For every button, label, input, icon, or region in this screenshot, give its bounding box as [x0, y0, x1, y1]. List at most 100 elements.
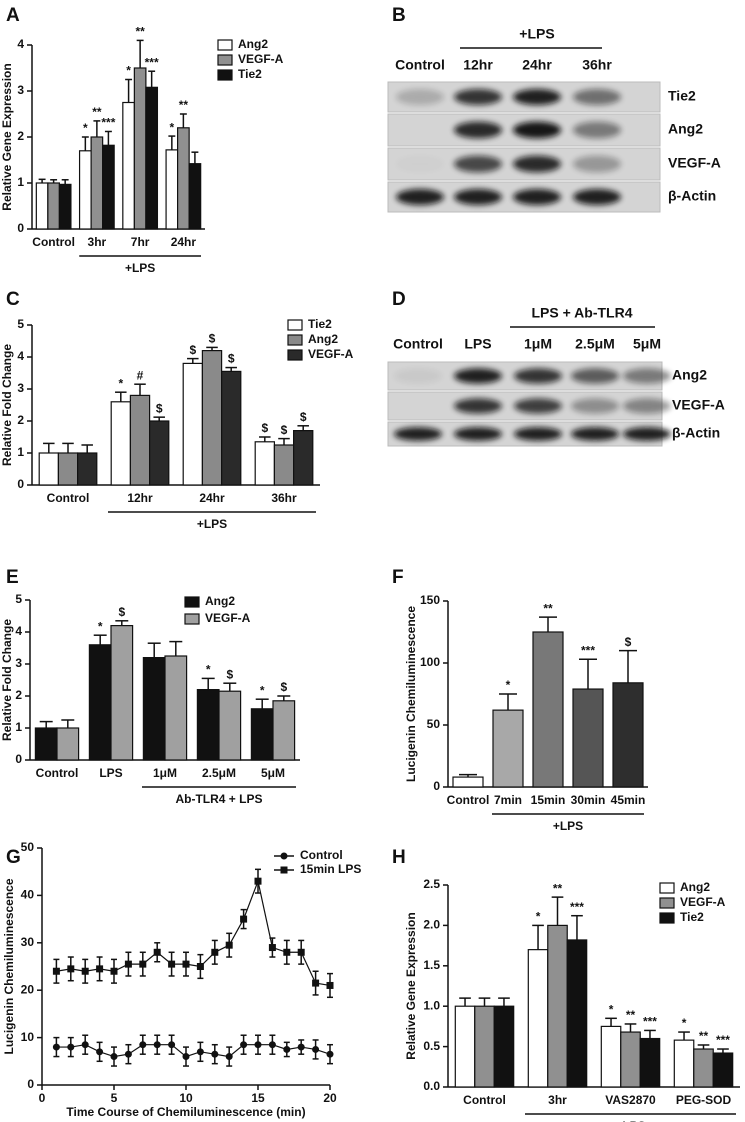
blot-band [514, 398, 562, 414]
significance-mark: ** [135, 25, 145, 39]
blot-band [514, 368, 562, 384]
x-tick-label: 7min [494, 793, 522, 807]
bar [547, 924, 568, 1088]
significance-mark: $ [118, 605, 125, 619]
legend-marker [280, 866, 288, 874]
x-tick-label: 5μM [261, 766, 285, 780]
point [297, 948, 305, 956]
blot-band [573, 155, 621, 173]
blot-band [571, 427, 619, 441]
y-tick-label: 3 [17, 381, 24, 395]
blot-band [623, 398, 671, 414]
bar [142, 656, 166, 761]
y-tick-label: 100 [420, 655, 440, 669]
row-label: VEGF-A [672, 397, 725, 413]
point [196, 963, 204, 970]
bar [90, 136, 104, 230]
x-tick-label: Control [36, 766, 79, 780]
group-label: +LPS [615, 1119, 645, 1122]
bar [272, 700, 296, 761]
point [283, 948, 291, 956]
point [153, 1041, 161, 1049]
blot-band [454, 427, 502, 441]
bar [620, 1031, 641, 1088]
bar [493, 1005, 515, 1088]
point [96, 965, 104, 973]
point [240, 1041, 248, 1049]
panel-label: D [392, 289, 406, 310]
bar [57, 452, 79, 486]
blot-band [571, 368, 619, 384]
bar [149, 420, 170, 486]
bar [201, 350, 223, 486]
bar [182, 362, 203, 486]
blot-band [396, 156, 444, 173]
significance-mark: # [137, 368, 144, 382]
x-tick-label: 45min [611, 793, 646, 807]
y-tick-label: 3 [15, 656, 22, 670]
blot-header: LPS + Ab-TLR4 [532, 305, 633, 321]
bar [527, 949, 549, 1088]
row-label: Ang2 [672, 367, 707, 383]
bar [122, 101, 135, 230]
point [211, 948, 219, 956]
legend-label: Ang2 [308, 332, 338, 346]
y-tick-label: 0 [15, 752, 22, 766]
lane-label: 12hr [463, 57, 493, 73]
point [153, 948, 161, 956]
x-tick-label: 7hr [131, 235, 150, 249]
y-tick-label: 4 [17, 37, 24, 51]
y-tick-label: 4 [17, 349, 24, 363]
bar [110, 624, 134, 761]
bar [196, 688, 220, 761]
panel-label: A [6, 5, 20, 26]
lane-label: 2.5μM [575, 336, 615, 352]
blot-band [454, 398, 502, 414]
x-axis-label: Time Course of Chemiluminescence (min) [66, 1105, 305, 1119]
point [312, 979, 320, 987]
bar [38, 452, 60, 486]
point [81, 967, 89, 975]
point [225, 941, 233, 949]
panel-label: C [6, 289, 20, 310]
blot-band [454, 189, 502, 205]
legend-swatch [217, 54, 233, 66]
blot-band [573, 121, 621, 139]
legend-swatch [217, 69, 233, 81]
legend-label: Ang2 [680, 880, 710, 894]
point [312, 1045, 320, 1053]
y-axis-label: Relative Gene Expression [404, 912, 418, 1059]
significance-mark: * [260, 683, 265, 697]
bar [218, 690, 242, 761]
point [268, 944, 276, 952]
y-tick-label: 5 [17, 317, 24, 331]
blot-band [623, 368, 671, 384]
point [139, 1041, 147, 1049]
point [240, 915, 248, 923]
y-tick-label: 20 [21, 982, 35, 996]
y-tick-label: 2.0 [423, 918, 440, 932]
y-tick-label: 2 [15, 688, 22, 702]
y-tick-label: 50 [21, 840, 35, 854]
bar [177, 127, 190, 230]
x-tick-label: 24hr [171, 235, 197, 249]
bar [188, 163, 202, 230]
bar [454, 1005, 476, 1088]
point [52, 967, 60, 975]
legend-label: Tie2 [238, 67, 262, 81]
y-tick-label: 0.0 [423, 1079, 440, 1093]
blot-band [573, 89, 621, 105]
y-tick-label: 0 [17, 221, 24, 235]
y-tick-label: 50 [427, 717, 441, 731]
x-tick-label: 3hr [548, 1093, 567, 1107]
significance-mark: * [126, 64, 131, 78]
significance-mark: *** [581, 643, 595, 657]
bar [56, 727, 80, 761]
legend-label: VEGF-A [308, 347, 354, 361]
blot-band [454, 368, 502, 384]
bar [273, 444, 295, 486]
significance-mark: $ [280, 680, 287, 694]
y-tick-label: 0 [17, 477, 24, 491]
significance-mark: *** [101, 116, 115, 130]
blot-band [513, 155, 561, 173]
